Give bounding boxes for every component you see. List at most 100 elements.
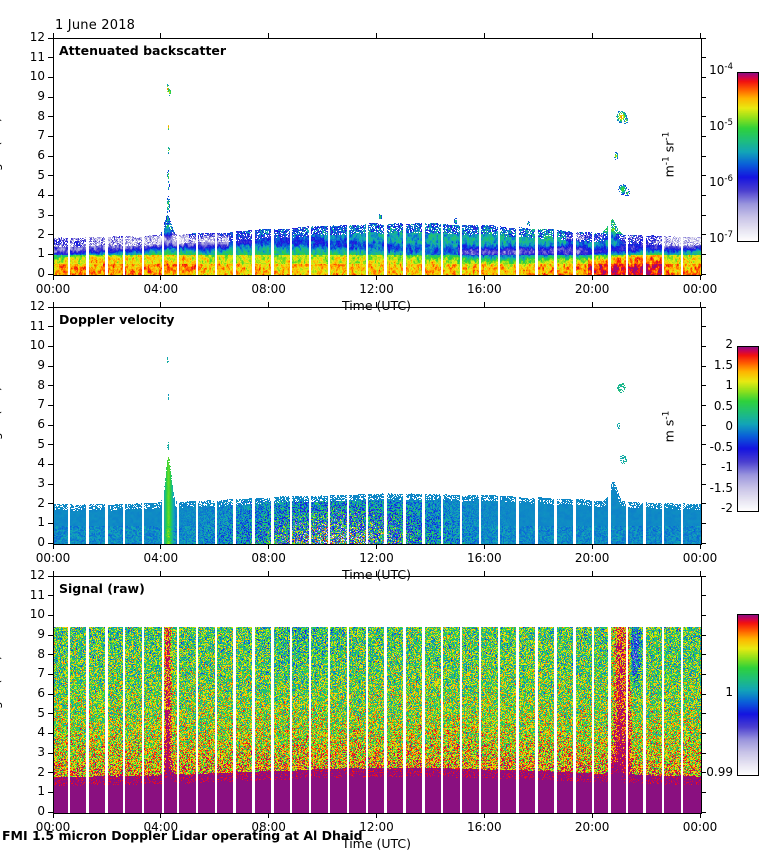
- y-tick-mark: [48, 194, 53, 196]
- y-tick-mark-right: [701, 253, 706, 255]
- y-tick-mark: [48, 273, 53, 275]
- y-tick-mark: [48, 575, 53, 577]
- colorbar-gradient-doppler-velocity: [738, 347, 758, 511]
- y-tick-mark-right: [701, 37, 706, 39]
- x-tick-mark-top: [52, 33, 54, 38]
- y-tick-mark: [48, 135, 53, 137]
- y-tick-mark-right: [701, 463, 706, 465]
- colorbar-tick-label: 0.99: [706, 765, 733, 779]
- y-tick-mark-right: [701, 135, 706, 137]
- y-tick-mark-right: [701, 194, 706, 196]
- y-tick-label: 8: [37, 646, 45, 661]
- y-tick-label: 12: [29, 30, 45, 44]
- heatmap-doppler-velocity: [54, 308, 701, 544]
- y-tick-label: 8: [37, 377, 45, 392]
- y-tick-label: 3: [37, 476, 45, 490]
- x-tick-label: 08:00: [251, 820, 286, 834]
- colorbar-tick-label: -1.5: [709, 480, 733, 495]
- y-tick-mark: [48, 404, 53, 406]
- x-tick-mark: [376, 275, 377, 280]
- y-tick-mark: [48, 522, 53, 524]
- colorbar-tick-label: 0: [725, 419, 733, 433]
- y-tick-mark: [48, 385, 53, 387]
- x-tick-mark: [160, 544, 162, 549]
- x-tick-label: 00:00: [35, 551, 71, 565]
- x-tick-label: 04:00: [143, 282, 179, 296]
- colorbar-tick-label: 1.5: [713, 357, 733, 372]
- x-tick-label: 00:00: [682, 551, 718, 565]
- y-tick-mark: [48, 96, 53, 98]
- y-tick-mark: [48, 76, 53, 78]
- x-tick-mark: [699, 275, 701, 280]
- y-tick-mark: [48, 673, 53, 675]
- y-tick-mark-right: [701, 503, 706, 505]
- y-tick-mark-right: [701, 713, 706, 715]
- x-tick-mark: [52, 813, 54, 818]
- x-tick-label: 20:00: [574, 551, 610, 565]
- colorbar-gradient-attenuated-backscatter: [738, 73, 758, 241]
- y-tick-label: 11: [29, 587, 45, 602]
- y-tick-mark-right: [701, 345, 706, 347]
- y-tick-label: 3: [37, 207, 45, 221]
- y-tick-mark: [48, 542, 53, 544]
- y-tick-mark-right: [701, 673, 706, 675]
- y-axis-title: Height (km): [0, 655, 3, 730]
- y-tick-label: 2: [37, 764, 45, 779]
- y-tick-label: 9: [37, 358, 45, 372]
- x-tick-mark-top: [591, 33, 593, 38]
- plot-area-doppler-velocity[interactable]: [53, 307, 702, 545]
- x-tick-mark-top: [591, 302, 593, 307]
- y-tick-mark-right: [701, 752, 706, 754]
- y-tick-mark: [48, 483, 53, 485]
- x-tick-mark-top: [160, 302, 162, 307]
- y-tick-mark: [48, 811, 53, 813]
- y-tick-mark-right: [701, 483, 706, 485]
- y-tick-mark-right: [701, 385, 706, 387]
- y-tick-mark: [48, 116, 53, 118]
- date-title: 1 June 2018: [55, 18, 136, 33]
- y-tick-mark: [48, 732, 53, 734]
- y-tick-mark: [48, 345, 53, 347]
- plot-area-attenuated-backscatter[interactable]: [53, 38, 702, 276]
- y-tick-label: 10: [29, 338, 45, 353]
- x-tick-mark-top: [52, 302, 54, 307]
- x-tick-label: 00:00: [35, 282, 71, 296]
- x-tick-mark: [268, 813, 270, 818]
- y-tick-mark-right: [701, 155, 706, 157]
- x-tick-mark: [699, 813, 701, 818]
- y-tick-label: 6: [37, 148, 45, 162]
- y-tick-label: 2: [37, 226, 45, 241]
- y-tick-mark: [48, 595, 53, 597]
- x-tick-label: 12:00: [359, 551, 394, 565]
- x-tick-label: 00:00: [35, 820, 71, 834]
- y-tick-mark-right: [701, 772, 706, 774]
- y-tick-mark: [48, 444, 53, 446]
- y-tick-mark: [48, 634, 53, 636]
- x-tick-mark: [52, 544, 54, 549]
- x-tick-label: 04:00: [143, 820, 179, 834]
- x-tick-label: 00:00: [682, 820, 718, 834]
- y-tick-label: 1: [37, 515, 45, 530]
- y-tick-label: 5: [37, 705, 45, 720]
- y-tick-label: 4: [37, 456, 45, 471]
- x-tick-mark: [483, 813, 485, 818]
- y-tick-label: 1: [37, 784, 45, 799]
- y-tick-label: 11: [29, 49, 45, 64]
- x-tick-mark-top: [160, 571, 162, 576]
- y-tick-mark-right: [701, 595, 706, 597]
- y-tick-mark: [48, 654, 53, 656]
- y-tick-mark: [48, 365, 53, 367]
- x-tick-mark: [483, 544, 485, 549]
- y-tick-mark-right: [701, 542, 706, 544]
- y-tick-label: 4: [37, 725, 45, 740]
- x-tick-mark-top: [52, 571, 54, 576]
- plot-area-signal-raw[interactable]: [53, 576, 702, 814]
- x-tick-mark-top: [699, 571, 701, 576]
- x-axis-title: Time (UTC): [341, 836, 412, 851]
- colorbar-unit-doppler-velocity: m s-1: [661, 410, 677, 443]
- x-tick-label: 04:00: [143, 551, 179, 565]
- heatmap-attenuated-backscatter: [54, 39, 701, 275]
- x-tick-mark: [591, 813, 593, 818]
- y-tick-mark-right: [701, 424, 706, 426]
